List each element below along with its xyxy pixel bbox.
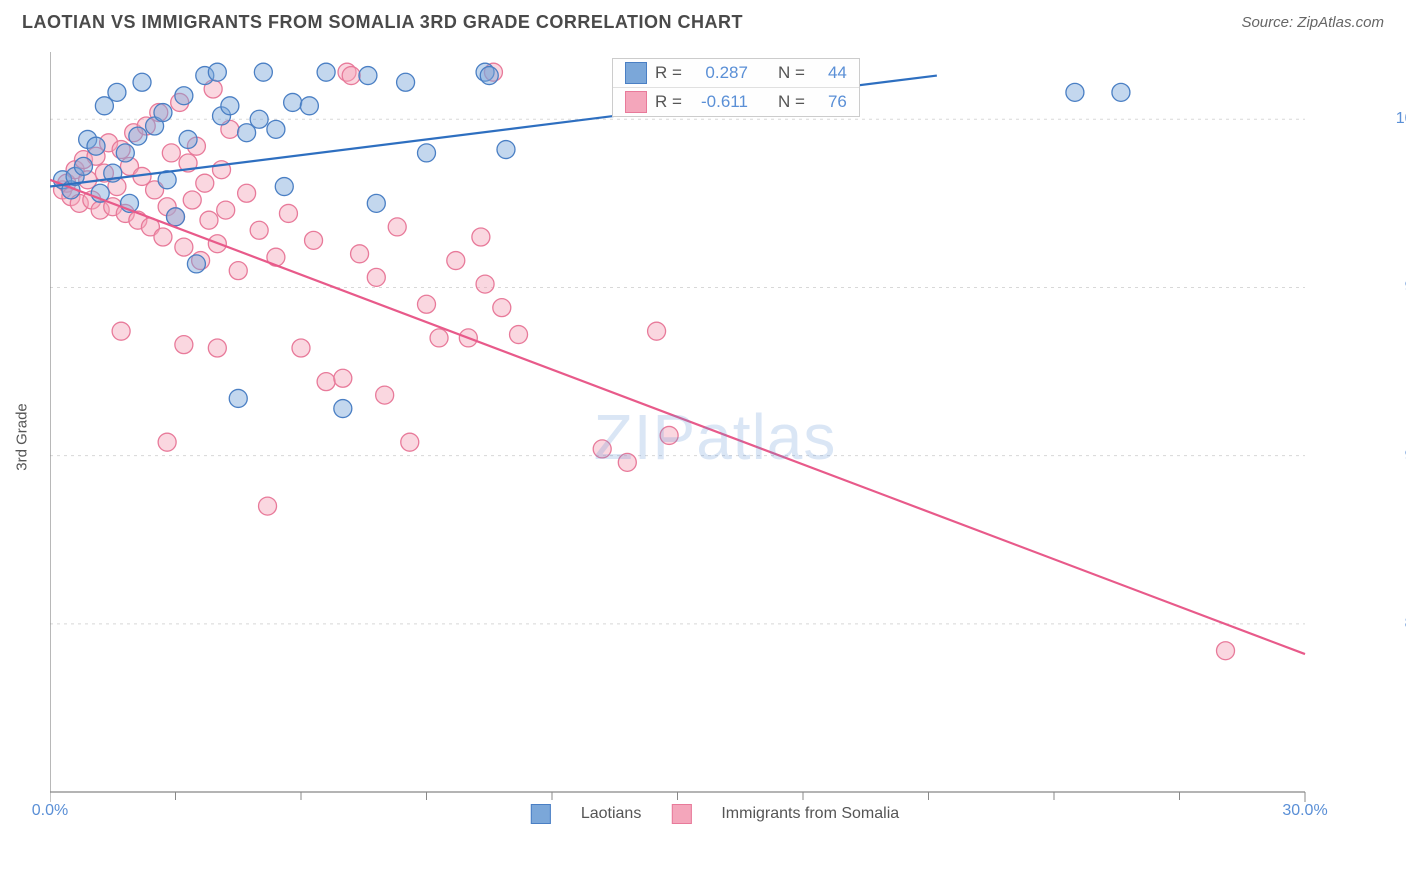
scatter-plot	[50, 52, 1380, 822]
n-label: N =	[778, 63, 805, 83]
x-tick-label: 30.0%	[1282, 802, 1327, 820]
stats-box: R = 0.287 N = 44 R = -0.611 N = 76	[612, 58, 860, 117]
stats-row-laotians: R = 0.287 N = 44	[613, 59, 859, 87]
x-tick-label: 0.0%	[32, 802, 68, 820]
chart-title: LAOTIAN VS IMMIGRANTS FROM SOMALIA 3RD G…	[22, 12, 743, 33]
legend: Laotians Immigrants from Somalia	[531, 804, 899, 824]
swatch-somalia	[625, 91, 647, 113]
source-attribution: Source: ZipAtlas.com	[1241, 14, 1384, 31]
y-axis-label: 3rd Grade	[14, 403, 31, 471]
swatch-laotians	[625, 62, 647, 84]
y-tick-label: 100.0%	[1396, 110, 1406, 128]
stats-row-somalia: R = -0.611 N = 76	[613, 87, 859, 116]
r-value-somalia: -0.611	[690, 92, 748, 112]
n-value-laotians: 44	[813, 63, 847, 83]
legend-swatch-laotians	[531, 804, 551, 824]
r-label: R =	[655, 63, 682, 83]
n-value-somalia: 76	[813, 92, 847, 112]
n-label: N =	[778, 92, 805, 112]
chart-area: 3rd Grade ZIPatlas R = 0.287 N = 44 R = …	[50, 52, 1380, 822]
legend-swatch-somalia	[671, 804, 691, 824]
r-value-laotians: 0.287	[690, 63, 748, 83]
legend-label-laotians: Laotians	[581, 805, 642, 823]
legend-label-somalia: Immigrants from Somalia	[721, 805, 899, 823]
r-label: R =	[655, 92, 682, 112]
